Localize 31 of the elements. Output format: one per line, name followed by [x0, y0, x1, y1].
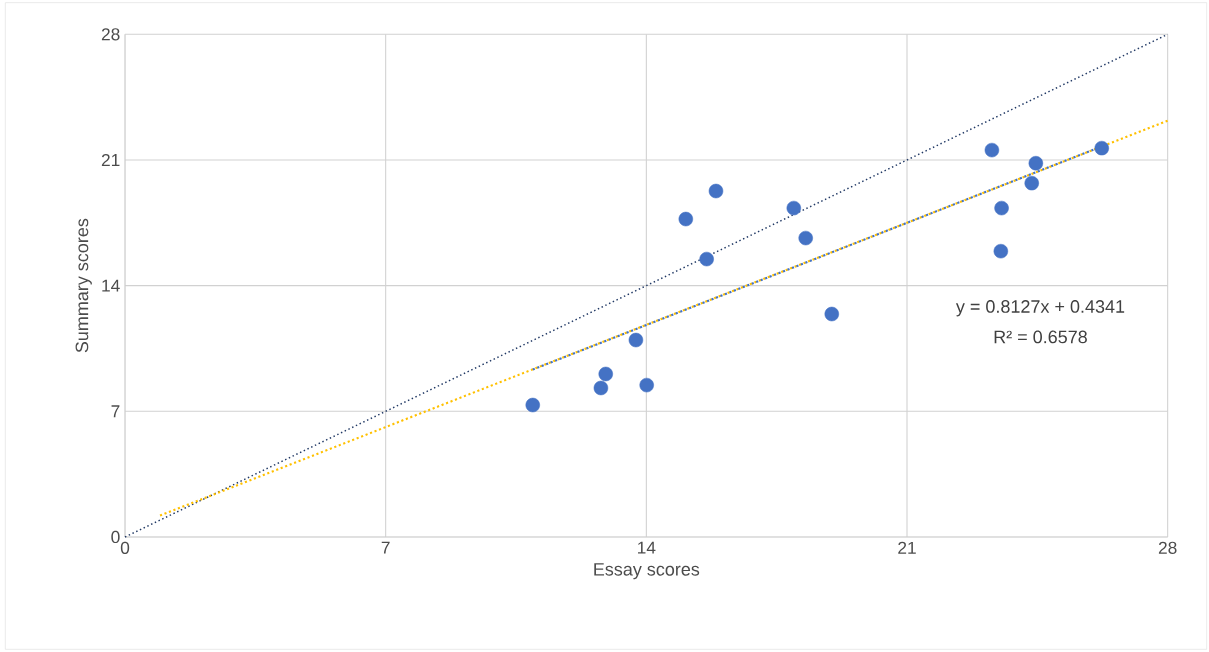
y-tick-label: 14 [102, 279, 120, 292]
point [708, 183, 724, 199]
x-tick-label: 21 [898, 541, 916, 554]
y-tick-label: 7 [111, 405, 120, 418]
x-tick-label: 7 [381, 541, 390, 554]
point [593, 380, 609, 396]
point [639, 377, 654, 393]
point [525, 397, 540, 413]
x-tick-label: 0 [120, 541, 130, 554]
annotation: y = 0.8127x + 0.4341 [955, 300, 1125, 317]
x-tick-label: 14 [638, 541, 656, 554]
point [984, 142, 1000, 158]
point [824, 306, 839, 322]
point [628, 332, 644, 348]
point [678, 211, 694, 227]
x-axis-title: Essay scores [594, 563, 700, 580]
point [598, 366, 613, 382]
point [1024, 175, 1039, 191]
point [798, 230, 813, 246]
point [994, 200, 1009, 216]
y-axis-title: Summary scores [75, 218, 92, 353]
annotation: R² = 0.6578 [994, 330, 1087, 344]
y-tick-label: 0 [111, 530, 120, 544]
point [786, 200, 801, 216]
x-tick-label: 28 [1158, 541, 1177, 554]
y-tick-label: 21 [101, 153, 120, 167]
point [1094, 140, 1109, 156]
y-tick-label: 28 [101, 28, 120, 41]
point [993, 243, 1009, 259]
point [1028, 156, 1044, 171]
point [699, 251, 714, 267]
